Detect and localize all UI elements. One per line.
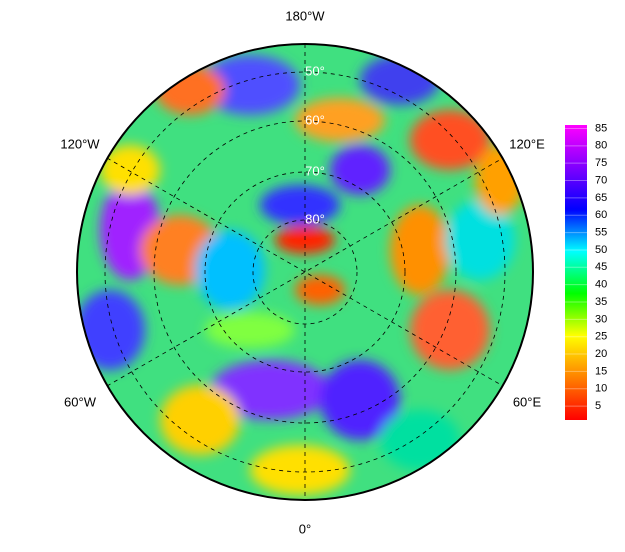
colorbar-tick-label: 85 — [595, 122, 607, 134]
colorbar-tick-label: 45 — [595, 261, 607, 273]
colorbar-tick-label: 25 — [595, 331, 607, 343]
colorbar-tick-label: 20 — [595, 348, 607, 360]
colorbar-tick-label: 65 — [595, 192, 607, 204]
colorbar-tick-label: 10 — [595, 383, 607, 395]
colorbar-tick-label: 60 — [595, 209, 607, 221]
lon-label: 120°W — [60, 136, 100, 151]
lat-label: 50° — [305, 63, 325, 78]
lon-label: 0° — [299, 521, 311, 536]
lon-label: 60°E — [513, 394, 542, 409]
lon-label: 60°W — [64, 394, 97, 409]
colorbar-tick-label: 35 — [595, 296, 607, 308]
colorbar-tick-label: 70 — [595, 174, 607, 186]
colorbar-tick-label: 30 — [595, 313, 607, 325]
colorbar-tick-label: 50 — [595, 244, 607, 256]
graticule — [104, 44, 506, 500]
colorbar-tick-label: 80 — [595, 140, 607, 152]
map-border — [76, 43, 534, 501]
lat-label: 80° — [305, 211, 325, 226]
colorbar-tick-label: 15 — [595, 365, 607, 377]
colorbar-tick-label: 55 — [595, 226, 607, 238]
colorbar-tick-label: 40 — [595, 279, 607, 291]
lat-label: 60° — [305, 112, 325, 127]
lon-label: 180°W — [285, 8, 325, 23]
lat-label: 70° — [305, 163, 325, 178]
colorbar: 5 10 15 20 25 30 35 40 45 50 55 60 65 70 75 80 85 — [565, 122, 607, 420]
map-field — [77, 44, 533, 500]
colorbar-tick-label: 5 — [595, 400, 601, 412]
colorbar-tick-label: 75 — [595, 157, 607, 169]
lon-label: 120°E — [509, 136, 545, 151]
colorbar-scale — [565, 125, 587, 420]
